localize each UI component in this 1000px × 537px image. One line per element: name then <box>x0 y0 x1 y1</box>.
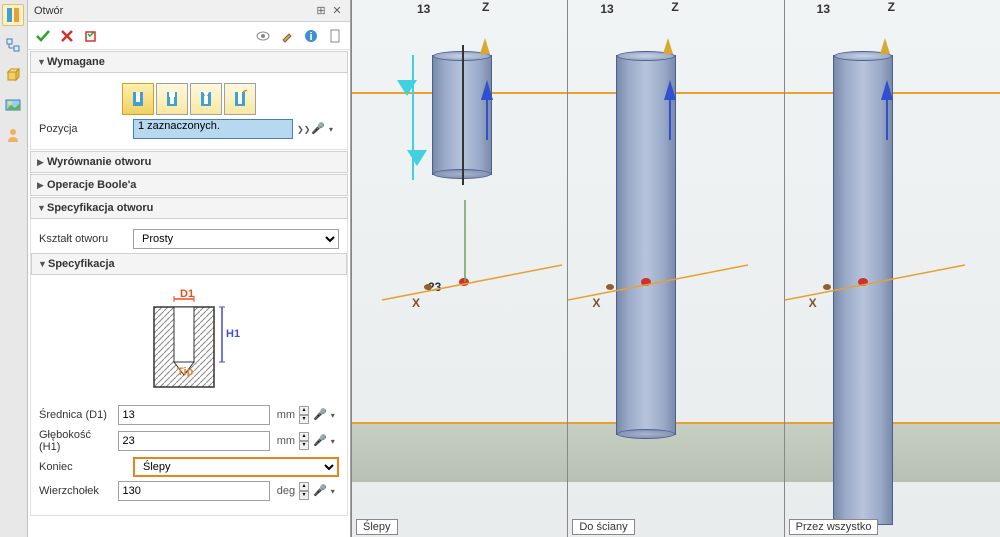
dim-label: 13 <box>600 2 613 16</box>
panel-body: ▼ Wymagane Pozycja 1 zaznaczonych. ❯❯ 🎤 … <box>28 50 350 537</box>
sidebar-person-icon[interactable] <box>2 124 24 146</box>
apply-button[interactable] <box>32 25 54 47</box>
unit-label: mm <box>274 409 296 421</box>
holeshape-row: Kształt otworu Prosty <box>39 229 339 249</box>
holespec-body: Kształt otworu Prosty ▼ Specyfikacja <box>30 219 348 516</box>
dropdown-icon[interactable]: ▾ <box>331 411 339 420</box>
mic-icon[interactable]: 🎤 <box>311 122 325 136</box>
doc-icon[interactable] <box>324 25 346 47</box>
expand-icon[interactable]: ❯❯ <box>297 125 307 134</box>
viewport-label: Ślepy <box>356 519 398 535</box>
unit-label: deg <box>274 485 296 497</box>
h1-label: H1 <box>226 328 240 340</box>
z-axis-label: Z <box>888 0 895 14</box>
chevron-right-icon: ▶ <box>37 157 47 168</box>
holeshape-select[interactable]: Prosty <box>133 229 339 249</box>
vertex-row: Wierzchołek deg ▴▾ 🎤 ▾ <box>39 481 339 501</box>
viewport-3[interactable]: 13 Z X Przez wszystko <box>784 0 1000 537</box>
depth-row: Głębokość (H1) mm ▴▾ 🎤 ▾ <box>39 429 339 453</box>
section-label: Wyrównanie otworu <box>47 156 151 168</box>
diameter-row: Średnica (D1) mm ▴▾ 🎤 ▾ <box>39 405 339 425</box>
spinner[interactable]: ▴▾ <box>299 406 309 424</box>
hole-type-selector <box>39 83 339 115</box>
panel-title: Otwór <box>34 5 314 17</box>
chevron-down-icon: ▼ <box>37 57 47 67</box>
info-icon[interactable]: i <box>300 25 322 47</box>
grid-icon[interactable]: ⊞ <box>314 4 328 18</box>
section-holespec[interactable]: ▼ Specyfikacja otworu <box>30 197 348 219</box>
panel-header: Otwór ⊞ ✕ <box>28 0 350 22</box>
spec-body: D1 H1 Tip Średnica (D1) mm ▴▾ 🎤 ▾ <box>39 275 339 509</box>
z-axis-label: Z <box>482 0 489 14</box>
chevron-right-icon: ▶ <box>37 180 47 191</box>
end-row: Koniec Ślepy <box>39 457 339 477</box>
unit-label: mm <box>274 435 296 447</box>
chevron-down-icon: ▼ <box>37 203 47 213</box>
mic-icon[interactable]: 🎤 <box>313 484 327 498</box>
viewport-1[interactable]: 13 Z 23 X Ślepy <box>351 0 567 537</box>
dim-label: 13 <box>817 2 830 16</box>
end-label: Koniec <box>39 461 129 473</box>
close-icon[interactable]: ✕ <box>330 4 344 18</box>
viewport-label: Przez wszystko <box>789 519 879 535</box>
sidebar-hole-icon[interactable] <box>2 4 24 26</box>
position-row: Pozycja 1 zaznaczonych. ❯❯ 🎤 ▾ <box>39 119 339 139</box>
end-select[interactable]: Ślepy <box>133 457 339 477</box>
cancel-button[interactable] <box>56 25 78 47</box>
position-input[interactable]: 1 zaznaczonych. <box>133 119 293 139</box>
x-axis-label: X <box>412 296 420 310</box>
spinner[interactable]: ▴▾ <box>299 432 309 450</box>
x-axis-label: X <box>592 296 600 310</box>
mic-icon[interactable]: 🎤 <box>313 434 327 448</box>
hole-type-4[interactable] <box>224 83 256 115</box>
dropdown-icon[interactable]: ▾ <box>331 487 339 496</box>
diameter-input[interactable] <box>118 405 270 425</box>
tip-label: Tip <box>177 366 194 378</box>
sidebar-tree-icon[interactable] <box>2 34 24 56</box>
spinner[interactable]: ▴▾ <box>299 482 309 500</box>
viewport-label: Do ściany <box>572 519 634 535</box>
z-axis-label: Z <box>671 0 678 14</box>
section-label: Specyfikacja <box>48 258 115 270</box>
x-axis-label: X <box>809 296 817 310</box>
spec-diagram: D1 H1 Tip <box>39 287 339 397</box>
dropdown-icon[interactable]: ▾ <box>331 437 339 446</box>
section-alignment[interactable]: ▶ Wyrównanie otworu <box>30 151 348 173</box>
eye-icon[interactable] <box>252 25 274 47</box>
viewport-2[interactable]: 13 Z X Do ściany <box>567 0 783 537</box>
mic-icon[interactable]: 🎤 <box>313 408 327 422</box>
position-label: Pozycja <box>39 123 129 135</box>
dim-label: 13 <box>417 2 430 16</box>
hole-type-3[interactable] <box>190 83 222 115</box>
depth-input[interactable] <box>118 431 270 451</box>
section-boolean[interactable]: ▶ Operacje Boole'a <box>30 174 348 196</box>
section-label: Specyfikacja otworu <box>47 202 153 214</box>
hole-panel: Otwór ⊞ ✕ i ▼ Wymagane Pozycja <box>28 0 351 537</box>
sidebar-image-icon[interactable] <box>2 94 24 116</box>
cyan-marker <box>397 80 417 96</box>
required-body: Pozycja 1 zaznaczonych. ❯❯ 🎤 ▾ <box>30 73 348 150</box>
depth-label: Głębokość (H1) <box>39 429 114 453</box>
section-label: Wymagane <box>47 56 105 68</box>
panel-toolbar: i <box>28 22 350 50</box>
left-sidebar <box>0 0 28 537</box>
chevron-down-icon: ▼ <box>38 259 48 269</box>
vertex-label: Wierzchołek <box>39 485 114 497</box>
cyan-marker <box>407 150 427 166</box>
diameter-label: Średnica (D1) <box>39 409 114 421</box>
viewports-container: 13 Z 23 X Ślepy 13 Z X <box>351 0 1000 537</box>
vertex-input[interactable] <box>118 481 270 501</box>
svg-text:i: i <box>309 31 312 43</box>
section-required[interactable]: ▼ Wymagane <box>30 51 348 73</box>
d1-label: D1 <box>180 288 194 300</box>
brush-icon[interactable] <box>276 25 298 47</box>
reset-button[interactable] <box>80 25 102 47</box>
section-label: Operacje Boole'a <box>47 179 136 191</box>
hole-type-2[interactable] <box>156 83 188 115</box>
hole-type-1[interactable] <box>122 83 154 115</box>
dropdown-icon[interactable]: ▾ <box>329 125 339 134</box>
sidebar-box-icon[interactable] <box>2 64 24 86</box>
holeshape-label: Kształt otworu <box>39 233 129 245</box>
section-spec[interactable]: ▼ Specyfikacja <box>31 253 347 275</box>
